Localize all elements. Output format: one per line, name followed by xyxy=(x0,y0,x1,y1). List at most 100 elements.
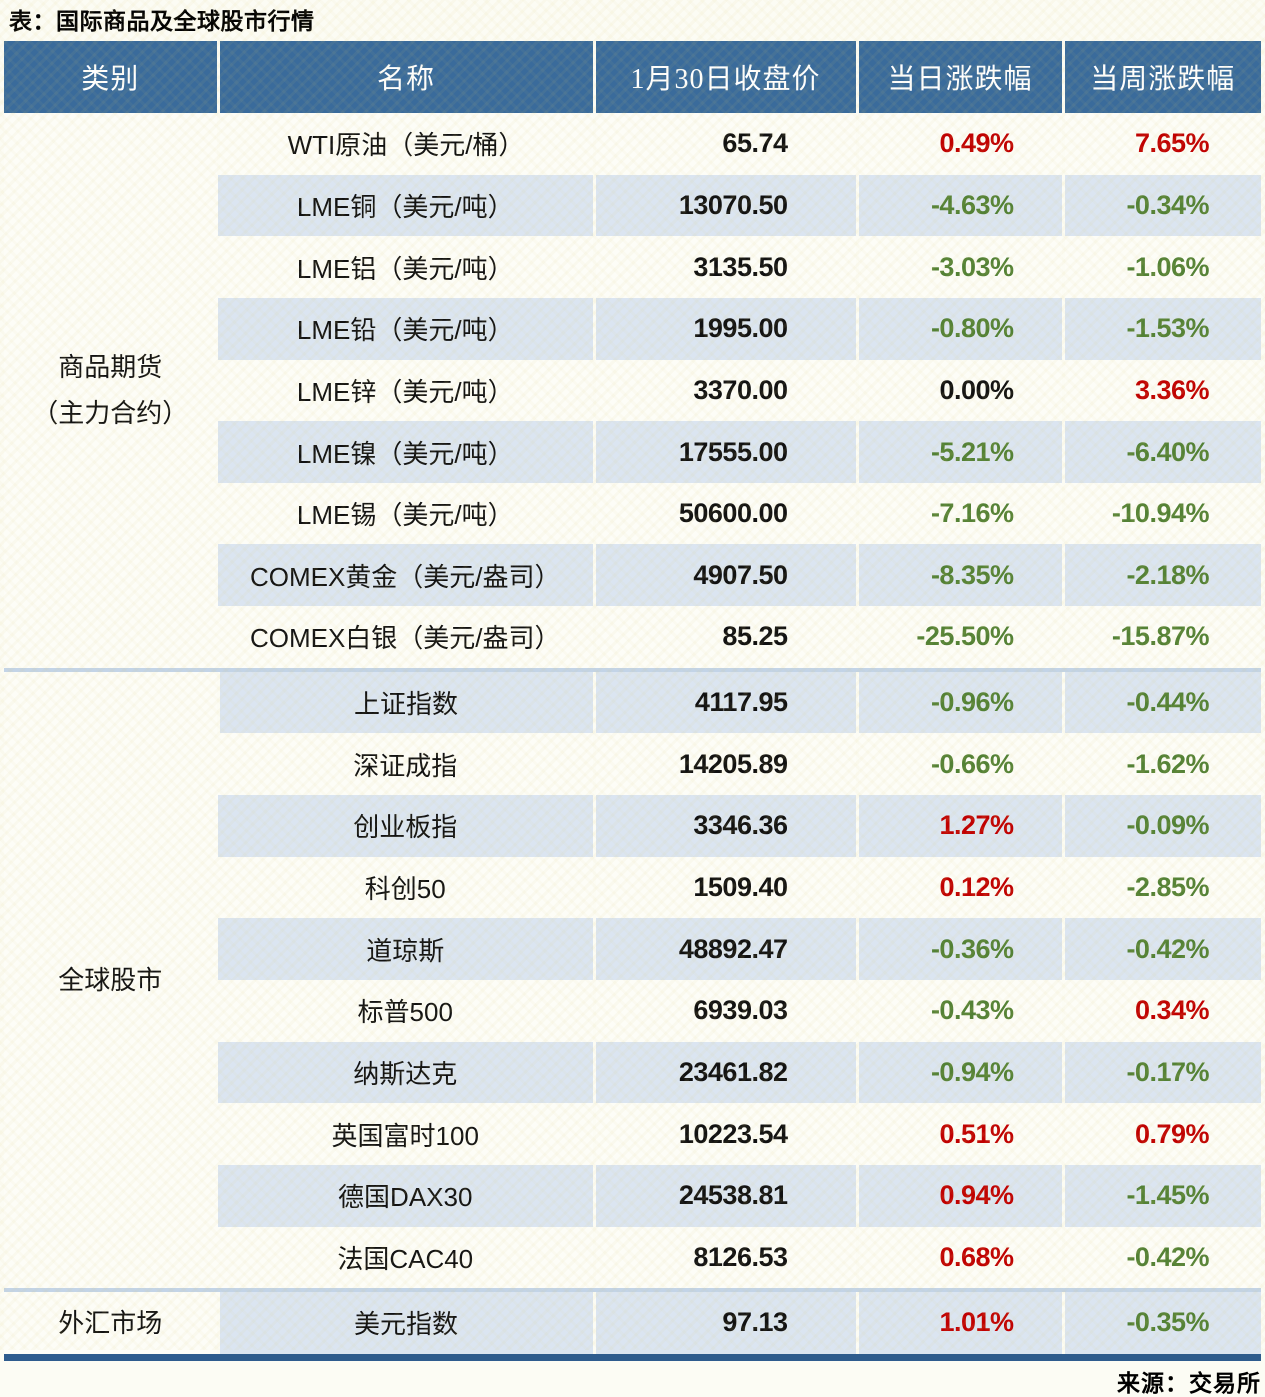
close-price-cell: 23461.82 xyxy=(592,1041,857,1104)
table-row: 道琼斯 48892.47 -0.36% -0.42% xyxy=(4,918,1261,980)
name-cell: 英国富时100 xyxy=(218,1103,594,1165)
header-row: 类别 名称 1月30日收盘价 当日涨跌幅 当周涨跌幅 xyxy=(4,41,1261,113)
name-cell: 上证指数 xyxy=(216,667,594,734)
category-label: 商品期货 xyxy=(58,352,163,383)
close-price-cell: 4907.50 xyxy=(592,544,857,607)
name-cell: LME锌（美元/吨） xyxy=(218,359,594,422)
close-price-cell: 85.25 xyxy=(592,606,857,670)
name-cell: 深证成指 xyxy=(218,733,594,796)
category-label: （主力合约） xyxy=(32,398,189,429)
weekly-change-cell: -6.40% xyxy=(1061,421,1261,483)
table-title: 表：国际商品及全球股市行情 xyxy=(9,8,315,34)
close-price-cell: 1509.40 xyxy=(592,856,857,919)
table-row: LME铅（美元/吨） 1995.00 -0.80% -1.53% xyxy=(4,297,1261,360)
daily-change-cell: -0.94% xyxy=(855,1041,1063,1104)
daily-change-cell: 1.27% xyxy=(855,795,1063,857)
table-row: 德国DAX30 24538.81 0.94% -1.45% xyxy=(4,1164,1261,1227)
close-price-cell: 14205.89 xyxy=(592,733,857,796)
name-cell: LME铅（美元/吨） xyxy=(218,297,594,360)
table-row: 英国富时100 10223.54 0.51% 0.79% xyxy=(4,1103,1261,1165)
name-cell: 美元指数 xyxy=(216,1288,594,1358)
daily-change-cell: -7.16% xyxy=(855,482,1063,545)
weekly-change-cell: -0.42% xyxy=(1061,918,1261,980)
header-category: 类别 xyxy=(4,41,218,113)
close-price-cell: 48892.47 xyxy=(592,918,857,980)
name-cell: 道琼斯 xyxy=(218,918,594,980)
table-row: LME锡（美元/吨） 50600.00 -7.16% -10.94% xyxy=(4,482,1261,545)
table-row: LME镍（美元/吨） 17555.00 -5.21% -6.40% xyxy=(4,421,1261,483)
weekly-change-cell: -0.42% xyxy=(1061,1226,1261,1291)
daily-change-cell: 0.51% xyxy=(855,1103,1063,1165)
header-close-price: 1月30日收盘价 xyxy=(592,41,857,113)
close-price-cell: 3135.50 xyxy=(592,236,857,298)
daily-change-cell: -0.80% xyxy=(855,297,1063,360)
market-table: 类别 名称 1月30日收盘价 当日涨跌幅 当周涨跌幅 商品期货 （主力合约） WTI… xyxy=(4,41,1261,1361)
name-cell: 德国DAX30 xyxy=(218,1164,594,1227)
weekly-change-cell: -1.62% xyxy=(1061,733,1261,796)
table-row: LME锌（美元/吨） 3370.00 0.00% 3.36% xyxy=(4,359,1261,422)
daily-change-cell: 0.12% xyxy=(855,856,1063,919)
header-daily-change: 当日涨跌幅 xyxy=(855,41,1063,113)
daily-change-cell: -3.03% xyxy=(855,236,1063,298)
close-price-cell: 6939.03 xyxy=(592,979,857,1042)
header-name: 名称 xyxy=(216,41,594,113)
name-cell: 科创50 xyxy=(218,856,594,919)
weekly-change-cell: 0.34% xyxy=(1061,979,1261,1042)
header-weekly-change: 当周涨跌幅 xyxy=(1061,41,1261,113)
daily-change-cell: 1.01% xyxy=(855,1288,1063,1358)
table-row: 法国CAC40 8126.53 0.68% -0.42% xyxy=(4,1226,1261,1291)
daily-change-cell: -0.66% xyxy=(855,733,1063,796)
daily-change-cell: -0.96% xyxy=(855,667,1063,734)
table-row: 标普500 6939.03 -0.43% 0.34% xyxy=(4,979,1261,1042)
daily-change-cell: -0.43% xyxy=(855,979,1063,1042)
table-row: 深证成指 14205.89 -0.66% -1.62% xyxy=(4,733,1261,796)
name-cell: 创业板指 xyxy=(218,795,594,857)
table-row: 外汇市场 美元指数 97.13 1.01% -0.35% xyxy=(4,1288,1261,1358)
close-price-cell: 10223.54 xyxy=(592,1103,857,1165)
name-cell: 法国CAC40 xyxy=(218,1226,594,1291)
name-cell: WTI原油（美元/桶） xyxy=(216,113,594,175)
daily-change-cell: -8.35% xyxy=(855,544,1063,607)
weekly-change-cell: 0.79% xyxy=(1061,1103,1261,1165)
daily-change-cell: -0.36% xyxy=(855,918,1063,980)
close-price-cell: 8126.53 xyxy=(592,1226,857,1291)
weekly-change-cell: -1.06% xyxy=(1061,236,1261,298)
weekly-change-cell: -0.35% xyxy=(1061,1288,1261,1358)
daily-change-cell: 0.49% xyxy=(855,113,1063,175)
daily-change-cell: -25.50% xyxy=(855,606,1063,670)
name-cell: LME铜（美元/吨） xyxy=(218,174,594,237)
close-price-cell: 17555.00 xyxy=(592,421,857,483)
close-price-cell: 50600.00 xyxy=(592,482,857,545)
weekly-change-cell: -10.94% xyxy=(1061,482,1261,545)
close-price-cell: 4117.95 xyxy=(592,667,857,734)
table-row: COMEX黄金（美元/盎司） 4907.50 -8.35% -2.18% xyxy=(4,544,1261,607)
weekly-change-cell: 7.65% xyxy=(1061,113,1261,175)
category-cell: 外汇市场 xyxy=(4,1288,218,1358)
daily-change-cell: -5.21% xyxy=(855,421,1063,483)
table-row: LME铝（美元/吨） 3135.50 -3.03% -1.06% xyxy=(4,236,1261,298)
weekly-change-cell: -1.45% xyxy=(1061,1164,1261,1227)
table-row: COMEX白银（美元/盎司） 85.25 -25.50% -15.87% xyxy=(4,606,1261,670)
table-row: 科创50 1509.40 0.12% -2.85% xyxy=(4,856,1261,919)
table-row: 全球股市 上证指数 4117.95 -0.96% -0.44% xyxy=(4,667,1261,1291)
weekly-change-cell: -15.87% xyxy=(1061,606,1261,670)
close-price-cell: 65.74 xyxy=(592,113,857,175)
weekly-change-cell: -0.09% xyxy=(1061,795,1261,857)
weekly-change-cell: -1.53% xyxy=(1061,297,1261,360)
close-price-cell: 3346.36 xyxy=(592,795,857,857)
table-row: 纳斯达克 23461.82 -0.94% -0.17% xyxy=(4,1041,1261,1104)
table-row: 商品期货 （主力合约） WTI原油（美元/桶） 65.74 0.49% 7.65% xyxy=(4,113,1261,670)
daily-change-cell: 0.94% xyxy=(855,1164,1063,1227)
daily-change-cell: 0.00% xyxy=(855,359,1063,422)
name-cell: LME镍（美元/吨） xyxy=(218,421,594,483)
name-cell: COMEX白银（美元/盎司） xyxy=(218,606,594,670)
name-cell: COMEX黄金（美元/盎司） xyxy=(218,544,594,607)
daily-change-cell: -4.63% xyxy=(855,174,1063,237)
name-cell: 标普500 xyxy=(218,979,594,1042)
close-price-cell: 13070.50 xyxy=(592,174,857,237)
category-label: 全球股市 xyxy=(58,964,163,995)
weekly-change-cell: 3.36% xyxy=(1061,359,1261,422)
name-cell: 纳斯达克 xyxy=(218,1041,594,1104)
daily-change-cell: 0.68% xyxy=(855,1226,1063,1291)
